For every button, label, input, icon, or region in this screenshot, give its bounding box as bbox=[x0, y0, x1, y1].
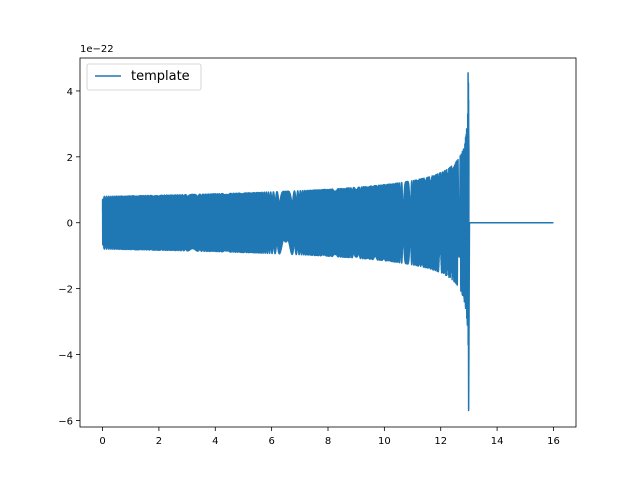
x-tick-label: 6 bbox=[268, 436, 274, 447]
x-tick-label: 14 bbox=[491, 436, 504, 447]
x-tick-label: 12 bbox=[434, 436, 447, 447]
x-tick-label: 8 bbox=[325, 436, 331, 447]
y-axis-ticks: −6 −4 −2 0 2 4 bbox=[58, 87, 80, 427]
x-tick-label: 16 bbox=[547, 436, 560, 447]
y-offset-label: 1e−22 bbox=[80, 44, 114, 55]
legend-label-template: template bbox=[131, 69, 190, 84]
x-tick-label: 4 bbox=[212, 436, 218, 447]
y-tick-label: 4 bbox=[67, 87, 73, 98]
x-tick-label: 10 bbox=[378, 436, 391, 447]
x-tick-label: 2 bbox=[156, 436, 162, 447]
y-tick-label: −4 bbox=[58, 351, 73, 362]
plot-layer bbox=[101, 72, 554, 412]
y-tick-label: 2 bbox=[67, 153, 73, 164]
x-axis-ticks: 0 2 4 6 8 10 12 14 16 bbox=[99, 427, 560, 447]
y-tick-label: 0 bbox=[67, 219, 73, 230]
x-tick-label: 0 bbox=[99, 436, 105, 447]
legend: template bbox=[86, 63, 202, 91]
y-tick-label: −6 bbox=[58, 416, 73, 427]
y-tick-label: −2 bbox=[58, 285, 73, 296]
series-line-template bbox=[101, 72, 554, 412]
legend-box bbox=[86, 63, 202, 91]
